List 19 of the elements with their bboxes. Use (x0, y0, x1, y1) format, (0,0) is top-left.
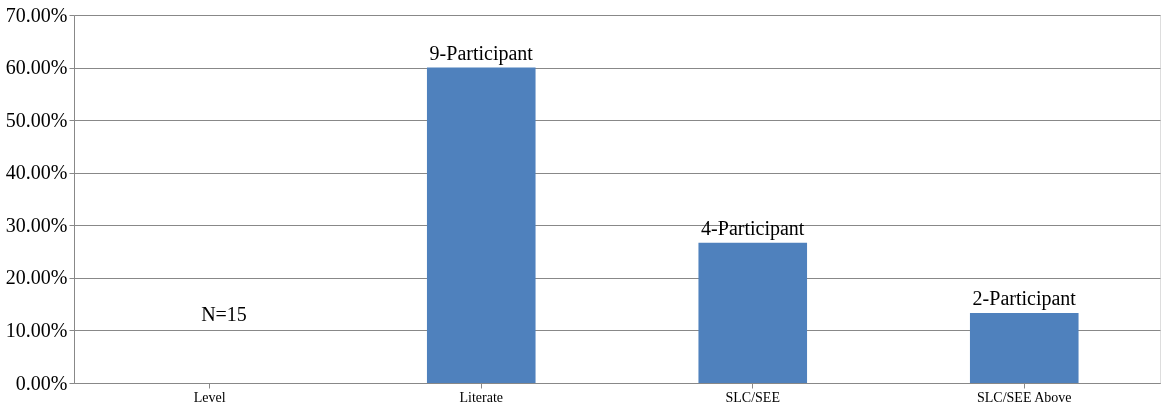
y-tick-label: 10.00% (5, 318, 68, 341)
y-tick-label: 60.00% (5, 56, 68, 79)
y-tick-label: 30.00% (5, 213, 68, 236)
y-tick-label: 40.00% (5, 161, 68, 184)
bar (426, 67, 536, 383)
annotation: 9-Participant (429, 41, 534, 65)
y-tick-label: 50.00% (5, 108, 68, 131)
bar (698, 242, 808, 383)
x-tick-label: SLC/SEE (725, 389, 780, 405)
annotation: 2-Participant (972, 287, 1077, 311)
annotation: N=15 (201, 303, 247, 325)
annotation: 4-Participant (701, 216, 805, 240)
y-tick-label: 20.00% (5, 266, 68, 289)
x-tick-label: Level (193, 389, 226, 405)
y-tick-label: 0.00% (15, 371, 68, 394)
x-tick-label: SLC/SEE Above (976, 389, 1072, 405)
y-tick-label: 70.00% (5, 3, 68, 26)
bar (969, 313, 1079, 383)
x-tick-label: Literate (459, 389, 504, 405)
